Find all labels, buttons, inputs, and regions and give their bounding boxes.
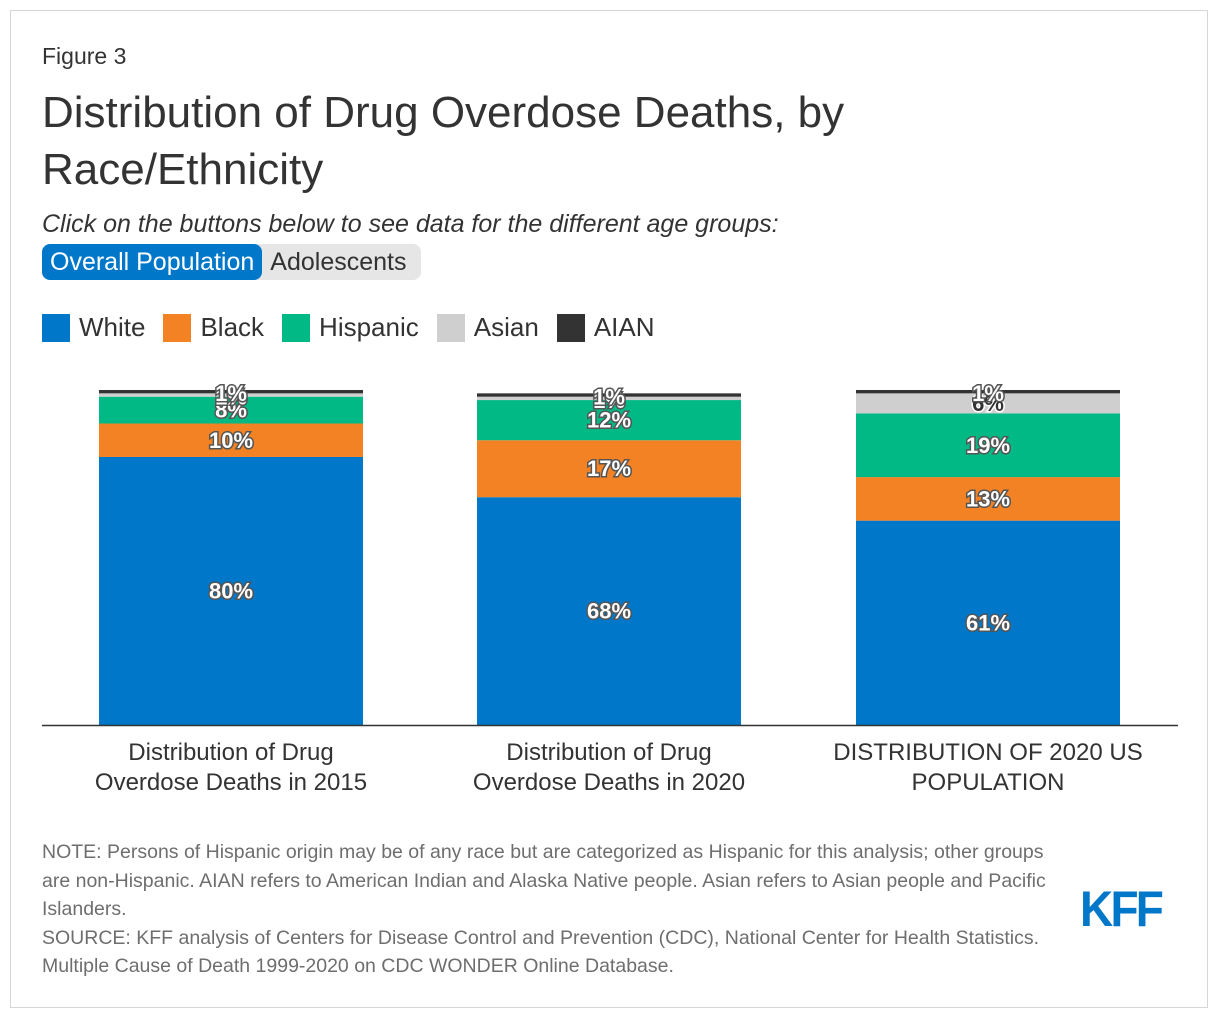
chart-subtitle: Click on the buttons below to see data f…	[42, 210, 779, 238]
figure-frame	[10, 10, 1208, 1008]
chart-notes: NOTE: Persons of Hispanic origin may be …	[42, 838, 1052, 981]
data-label-black-1: 10%	[209, 428, 253, 453]
data-label-asian-2: 1%	[593, 388, 625, 413]
bar-white-3	[856, 520, 1120, 725]
data-label-aian-2: 1%	[593, 385, 625, 410]
legend-item-aian: AIAN	[556, 312, 655, 343]
bar-hispanic-1	[99, 396, 363, 424]
bar-hispanic-2	[477, 400, 741, 441]
category-label-1: Distribution of Drug Overdose Deaths in 2…	[95, 739, 367, 796]
legend-swatch-aian	[556, 313, 585, 342]
legend-label-asian: Asian	[473, 312, 539, 342]
data-label-hispanic-2: 12%	[587, 408, 631, 433]
legend-label-aian: AIAN	[593, 312, 655, 342]
bar-black-1	[99, 423, 363, 457]
source-text: SOURCE: KFF analysis of Centers for Dise…	[42, 926, 1040, 978]
data-label-aian-3: 1%	[972, 381, 1004, 406]
adolescents-button[interactable]: Adolescents	[256, 244, 421, 280]
data-label-black-2: 17%	[587, 456, 631, 481]
age-group-toggle: Overall Population Adolescents	[42, 244, 421, 280]
bar-black-3	[856, 477, 1120, 521]
bar-asian-3	[856, 393, 1120, 414]
legend-swatch-black	[163, 313, 192, 342]
data-label-aian-1: 1%	[215, 381, 247, 406]
legend-item-asian: Asian	[436, 312, 539, 343]
data-label-hispanic-1: 8%	[215, 398, 247, 423]
chart-legend: White Black Hispanic Asian AIAN	[42, 312, 673, 343]
data-label-white-1: 80%	[209, 579, 253, 604]
kff-logo: KFF	[1080, 881, 1164, 937]
bar-white-1	[99, 457, 363, 725]
legend-label-black: Black	[200, 312, 265, 342]
overall-population-button[interactable]: Overall Population	[42, 244, 263, 280]
note-text: NOTE: Persons of Hispanic origin may be …	[42, 841, 1046, 920]
legend-item-black: Black	[163, 312, 264, 343]
chart-title: Distribution of Drug Overdose Deaths, by…	[42, 88, 845, 194]
data-label-hispanic-3: 19%	[966, 433, 1010, 458]
bar-asian-1	[99, 393, 363, 397]
legend-swatch-hispanic	[282, 313, 311, 342]
legend-label-white: White	[79, 312, 146, 342]
data-label-white-2: 68%	[587, 599, 631, 624]
bar-black-2	[477, 440, 741, 498]
category-label-2: Distribution of Drug Overdose Deaths in 2…	[473, 739, 745, 796]
stacked-bar-chart: 80%10%8%1%1%Distribution of Drug Overdose…	[42, 380, 1178, 796]
category-label-3: DISTRIBUTION OF 2020 US POPULATION	[833, 739, 1142, 796]
data-label-black-3: 13%	[966, 486, 1010, 511]
bar-hispanic-3	[856, 413, 1120, 478]
data-label-asian-3: 6%	[972, 391, 1004, 416]
data-label-asian-1: 1%	[215, 385, 247, 410]
legend-swatch-asian	[436, 313, 465, 342]
bar-white-2	[477, 497, 741, 725]
figure-label: Figure 3	[42, 43, 127, 69]
legend-label-hispanic: Hispanic	[319, 312, 419, 342]
legend-item-hispanic: Hispanic	[282, 312, 419, 343]
legend-swatch-white	[42, 313, 70, 342]
bar-aian-2	[477, 393, 741, 397]
bar-aian-3	[856, 390, 1120, 394]
legend-item-white: White	[42, 312, 145, 343]
bar-aian-1	[99, 390, 363, 394]
bar-asian-2	[477, 396, 741, 401]
data-label-white-3: 61%	[966, 610, 1010, 635]
